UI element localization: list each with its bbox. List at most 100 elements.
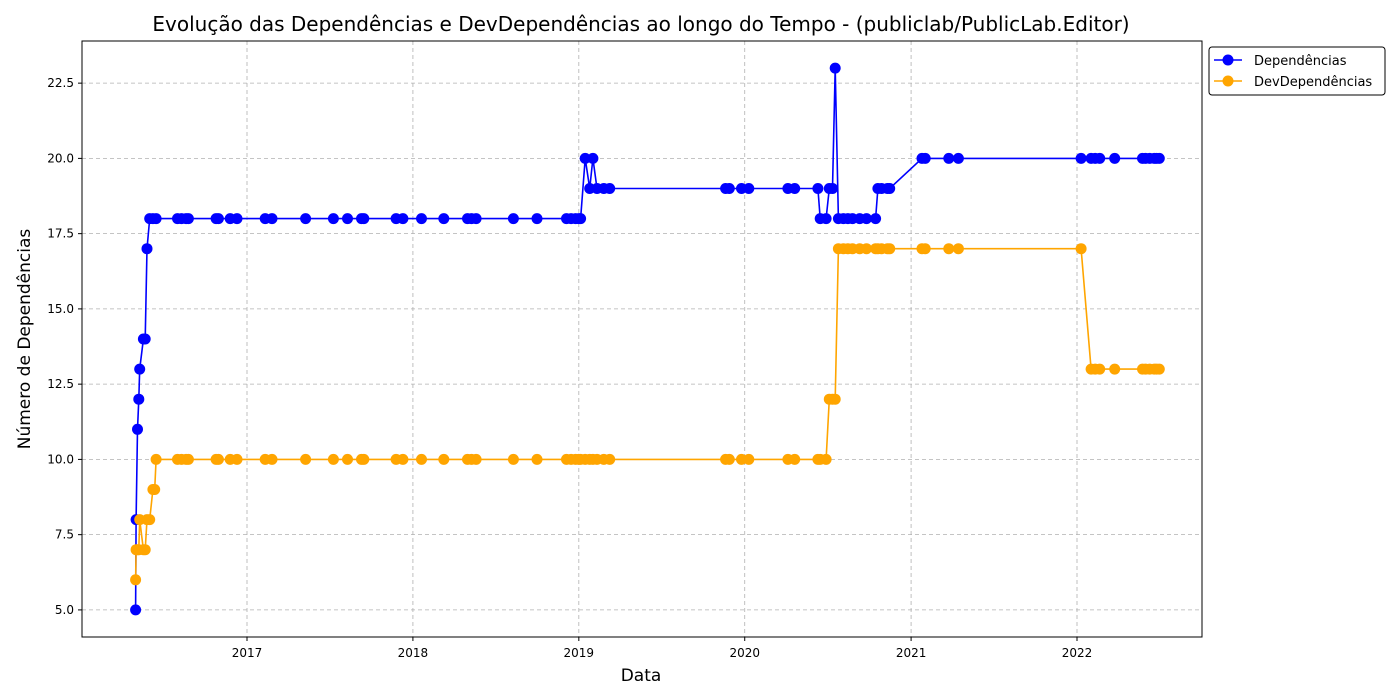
data-point-dependencias [579, 152, 591, 164]
data-point-devdependencias [789, 453, 801, 465]
data-point-devdependencias [604, 453, 616, 465]
data-point-devdependencias [952, 243, 964, 255]
data-point-dependencias [141, 243, 153, 255]
x-tick-label: 2020 [729, 646, 760, 660]
data-point-dependencias [397, 213, 409, 225]
data-point-devdependencias [1153, 363, 1165, 375]
data-point-dependencias [507, 213, 519, 225]
data-point-dependencias [919, 152, 931, 164]
data-point-dependencias [952, 152, 964, 164]
plot-frame [81, 40, 1203, 638]
y-tick-label: 22.5 [47, 76, 74, 90]
legend-marker-dependencias [1222, 54, 1234, 66]
data-point-dependencias [327, 213, 339, 225]
series-devdependencias [130, 243, 1165, 586]
data-point-devdependencias [266, 453, 278, 465]
y-tick-label: 15.0 [47, 302, 74, 316]
data-point-dependencias [943, 152, 955, 164]
data-point-dependencias [861, 213, 872, 225]
data-point-dependencias [884, 183, 896, 194]
data-point-devdependencias [144, 514, 156, 526]
data-point-dependencias [266, 213, 278, 225]
data-point-dependencias [1109, 152, 1121, 164]
data-point-dependencias [342, 213, 353, 225]
data-point-devdependencias [397, 453, 409, 465]
y-tick-label: 7.5 [55, 528, 74, 542]
data-point-dependencias [812, 183, 824, 194]
data-point-dependencias [470, 213, 482, 225]
data-point-devdependencias [507, 453, 519, 465]
data-point-dependencias [870, 213, 882, 225]
data-point-dependencias [1153, 152, 1165, 164]
data-point-devdependencias [416, 453, 427, 465]
data-point-dependencias [300, 213, 312, 225]
data-point-devdependencias [150, 453, 162, 465]
data-point-devdependencias [212, 453, 224, 465]
data-point-dependencias [212, 213, 224, 225]
data-point-devdependencias [470, 453, 482, 465]
data-point-devdependencias [1094, 363, 1106, 375]
data-point-devdependencias [829, 393, 841, 405]
x-tick-label: 2019 [564, 646, 595, 660]
data-point-devdependencias [820, 453, 832, 465]
data-point-dependencias [132, 423, 143, 435]
data-point-dependencias [150, 213, 162, 225]
data-point-dependencias [130, 604, 142, 616]
legend-label-devdependencias: DevDependências [1254, 75, 1372, 90]
data-point-devdependencias [943, 243, 955, 255]
y-tick-label: 20.0 [47, 151, 74, 165]
data-point-dependencias [820, 213, 832, 225]
data-point-devdependencias [130, 574, 142, 586]
data-point-devdependencias [884, 243, 896, 255]
data-point-devdependencias [1075, 243, 1087, 255]
data-point-dependencias [416, 213, 427, 225]
legend-label-dependencias: Dependências [1254, 54, 1347, 69]
data-point-dependencias [827, 183, 838, 194]
y-tick-label: 17.5 [47, 227, 74, 241]
data-point-dependencias [531, 213, 543, 225]
data-point-devdependencias [1109, 363, 1121, 375]
data-point-devdependencias [300, 453, 312, 465]
data-point-dependencias [575, 213, 587, 225]
data-point-dependencias [139, 333, 151, 345]
x-tick-label: 2018 [398, 646, 429, 660]
data-point-dependencias [182, 213, 194, 225]
legend: Dependências DevDependências [1208, 46, 1386, 96]
data-point-devdependencias [861, 243, 872, 255]
data-point-dependencias [358, 213, 370, 225]
data-point-devdependencias [723, 453, 735, 465]
legend-marker-devdependencias [1222, 75, 1234, 87]
y-tick-label: 10.0 [47, 452, 74, 466]
series-layer [130, 62, 1165, 616]
y-axis-title: Número de Dependências [15, 229, 35, 450]
data-point-devdependencias [531, 453, 543, 465]
x-axis-title: Data [621, 666, 662, 686]
data-point-dependencias [829, 62, 841, 74]
data-point-dependencias [587, 152, 599, 164]
data-point-devdependencias [139, 544, 151, 556]
x-tick-label: 2017 [232, 646, 263, 660]
data-point-devdependencias [438, 453, 450, 465]
data-point-dependencias [231, 213, 243, 225]
data-point-devdependencias [327, 453, 339, 465]
series-dependencias [130, 62, 1165, 616]
data-point-dependencias [1094, 152, 1106, 164]
data-point-dependencias [723, 183, 735, 194]
ticks: 2017 2018 2019 2020 2021 2022 5.0 7.5 10.0 12.5 15… [47, 76, 1092, 660]
chart-title: Evolução das Dependências e DevDependênc… [152, 12, 1129, 36]
x-tick-label: 2021 [896, 646, 927, 660]
legend-frame [1208, 46, 1386, 96]
data-point-dependencias [438, 213, 450, 225]
y-tick-label: 12.5 [47, 377, 74, 391]
y-tick-label: 5.0 [55, 603, 74, 617]
data-point-devdependencias [358, 453, 370, 465]
data-point-devdependencias [149, 484, 161, 495]
x-tick-label: 2022 [1062, 646, 1093, 660]
data-point-devdependencias [182, 453, 194, 465]
data-point-dependencias [743, 183, 755, 194]
data-point-devdependencias [743, 453, 755, 465]
data-point-dependencias [789, 183, 801, 194]
data-point-dependencias [134, 363, 146, 375]
